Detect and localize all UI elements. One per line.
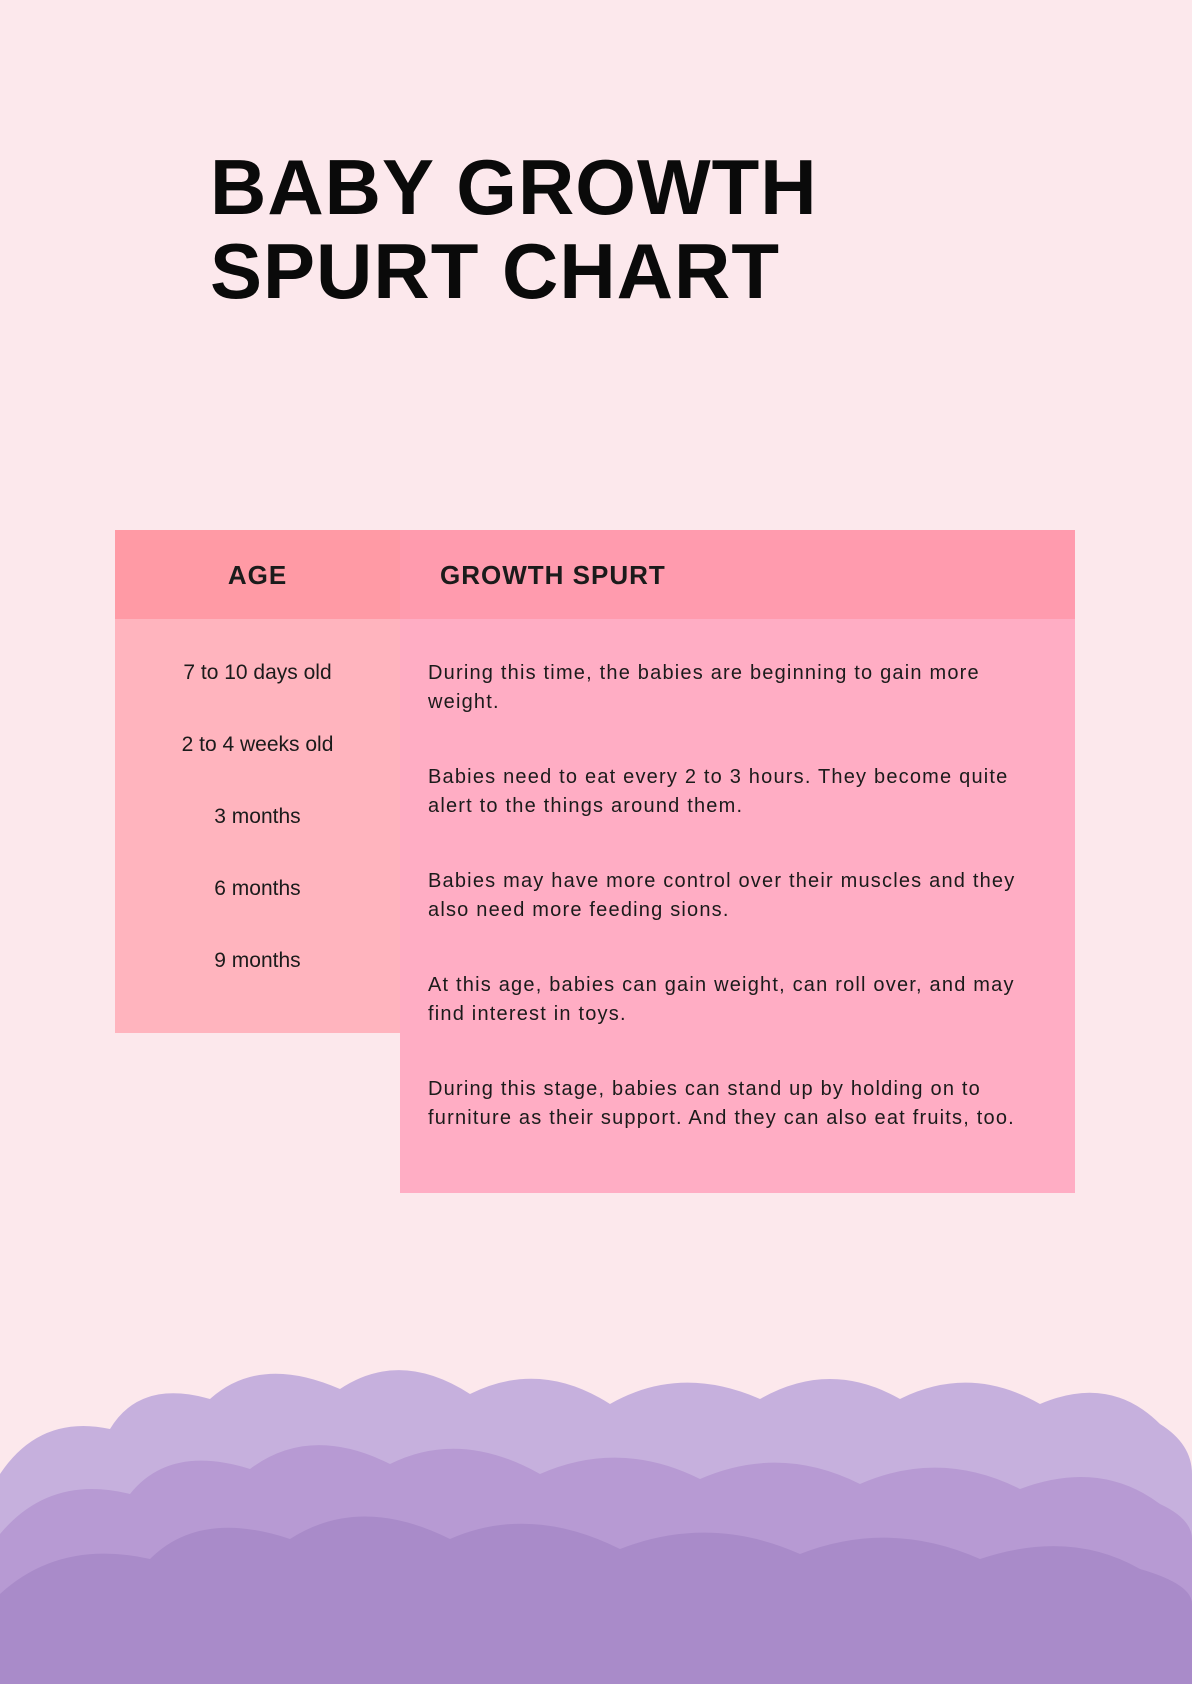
column-header-growth-spurt: GROWTH SPURT [400,530,1075,619]
desc-cell: At this age, babies can gain weight, can… [428,971,1028,1029]
age-cell: 7 to 10 days old [135,659,380,685]
clouds-decoration [0,1344,1192,1684]
page-title: BABY GROWTH SPURT CHART [210,145,1030,313]
desc-cell: Babies need to eat every 2 to 3 hours. T… [428,763,1028,821]
desc-cell: During this time, the babies are beginni… [428,659,1028,717]
age-cell: 9 months [135,947,380,973]
growth-table: AGE 7 to 10 days old 2 to 4 weeks old 3 … [115,530,1075,1193]
column-age: AGE 7 to 10 days old 2 to 4 weeks old 3 … [115,530,400,1193]
column-growth-spurt: GROWTH SPURT During this time, the babie… [400,530,1075,1193]
column-body-age: 7 to 10 days old 2 to 4 weeks old 3 mont… [115,619,400,1033]
column-header-age: AGE [115,530,400,619]
age-cell: 2 to 4 weeks old [135,731,380,757]
age-cell: 3 months [135,803,380,829]
age-cell: 6 months [135,875,380,901]
desc-cell: During this stage, babies can stand up b… [428,1075,1028,1133]
column-body-growth-spurt: During this time, the babies are beginni… [400,619,1075,1193]
desc-cell: Babies may have more control over their … [428,867,1028,925]
